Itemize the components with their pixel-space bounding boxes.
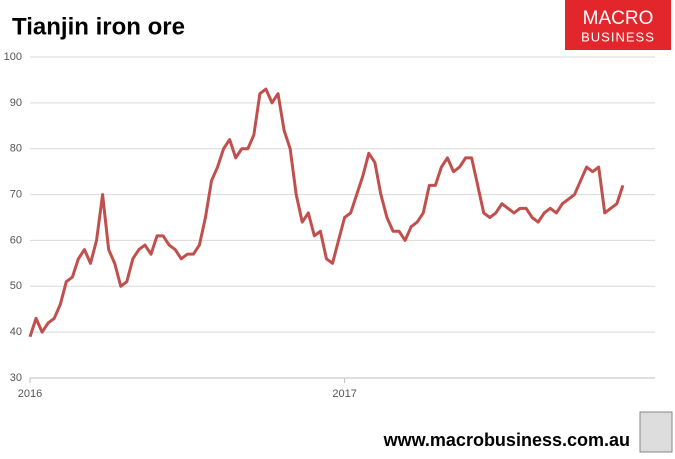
logo-text: MACRO [583, 8, 654, 29]
logo-text: BUSINESS [581, 29, 655, 44]
source: www.macrobusiness.com.au [383, 430, 630, 450]
y-tick-label: 50 [10, 280, 22, 292]
y-tick-label: 70 [10, 188, 22, 200]
y-tick-label: 40 [10, 326, 22, 338]
y-tick-label: 30 [10, 372, 22, 384]
y-tick-label: 100 [4, 51, 22, 63]
wolf-icon [639, 411, 673, 453]
logo-box [565, 0, 671, 50]
x-tick-label: 2016 [18, 388, 42, 400]
y-tick-label: 90 [10, 97, 22, 109]
y-tick-label: 80 [10, 143, 22, 155]
line-series [28, 87, 625, 338]
chart-title: Tianjin iron ore [12, 13, 185, 40]
y-tick-label: 60 [10, 234, 22, 246]
x-tick-label: 2017 [332, 388, 356, 400]
